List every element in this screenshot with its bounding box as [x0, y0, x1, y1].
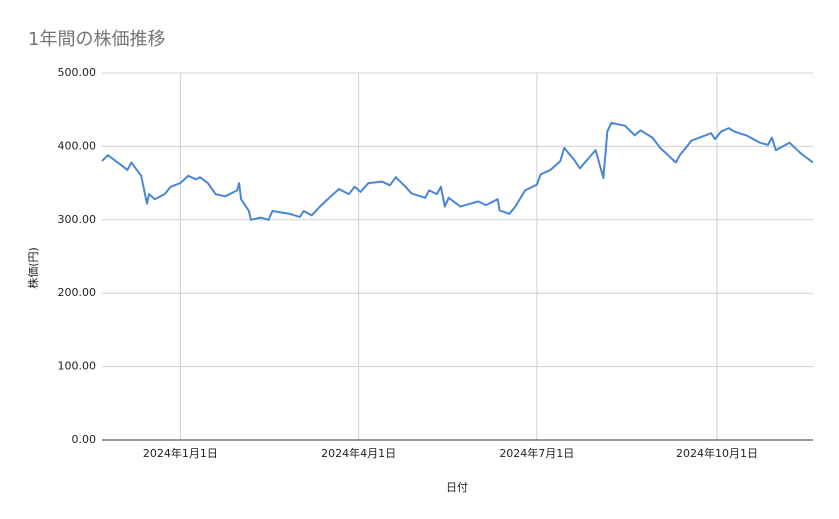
x-axis-label: 日付	[446, 481, 468, 494]
y-tick-label: 200.00	[58, 286, 97, 299]
x-tick-label: 2024年10月1日	[676, 446, 758, 460]
chart-title: 1年間の株価推移	[28, 29, 165, 50]
data-line	[101, 121, 814, 221]
y-axis-label: 株価(円)	[26, 247, 40, 289]
y-tick-label: 100.00	[58, 360, 97, 373]
x-tick-label: 2024年7月1日	[499, 446, 574, 460]
y-tick-label: 300.00	[58, 213, 97, 226]
x-tick-label: 2024年4月1日	[321, 446, 396, 460]
y-tick-label: 400.00	[58, 139, 97, 152]
x-tick-label: 2024年1月1日	[143, 446, 218, 460]
y-tick-label: 500.00	[58, 66, 97, 79]
y-tick-label: 0.00	[72, 433, 97, 446]
